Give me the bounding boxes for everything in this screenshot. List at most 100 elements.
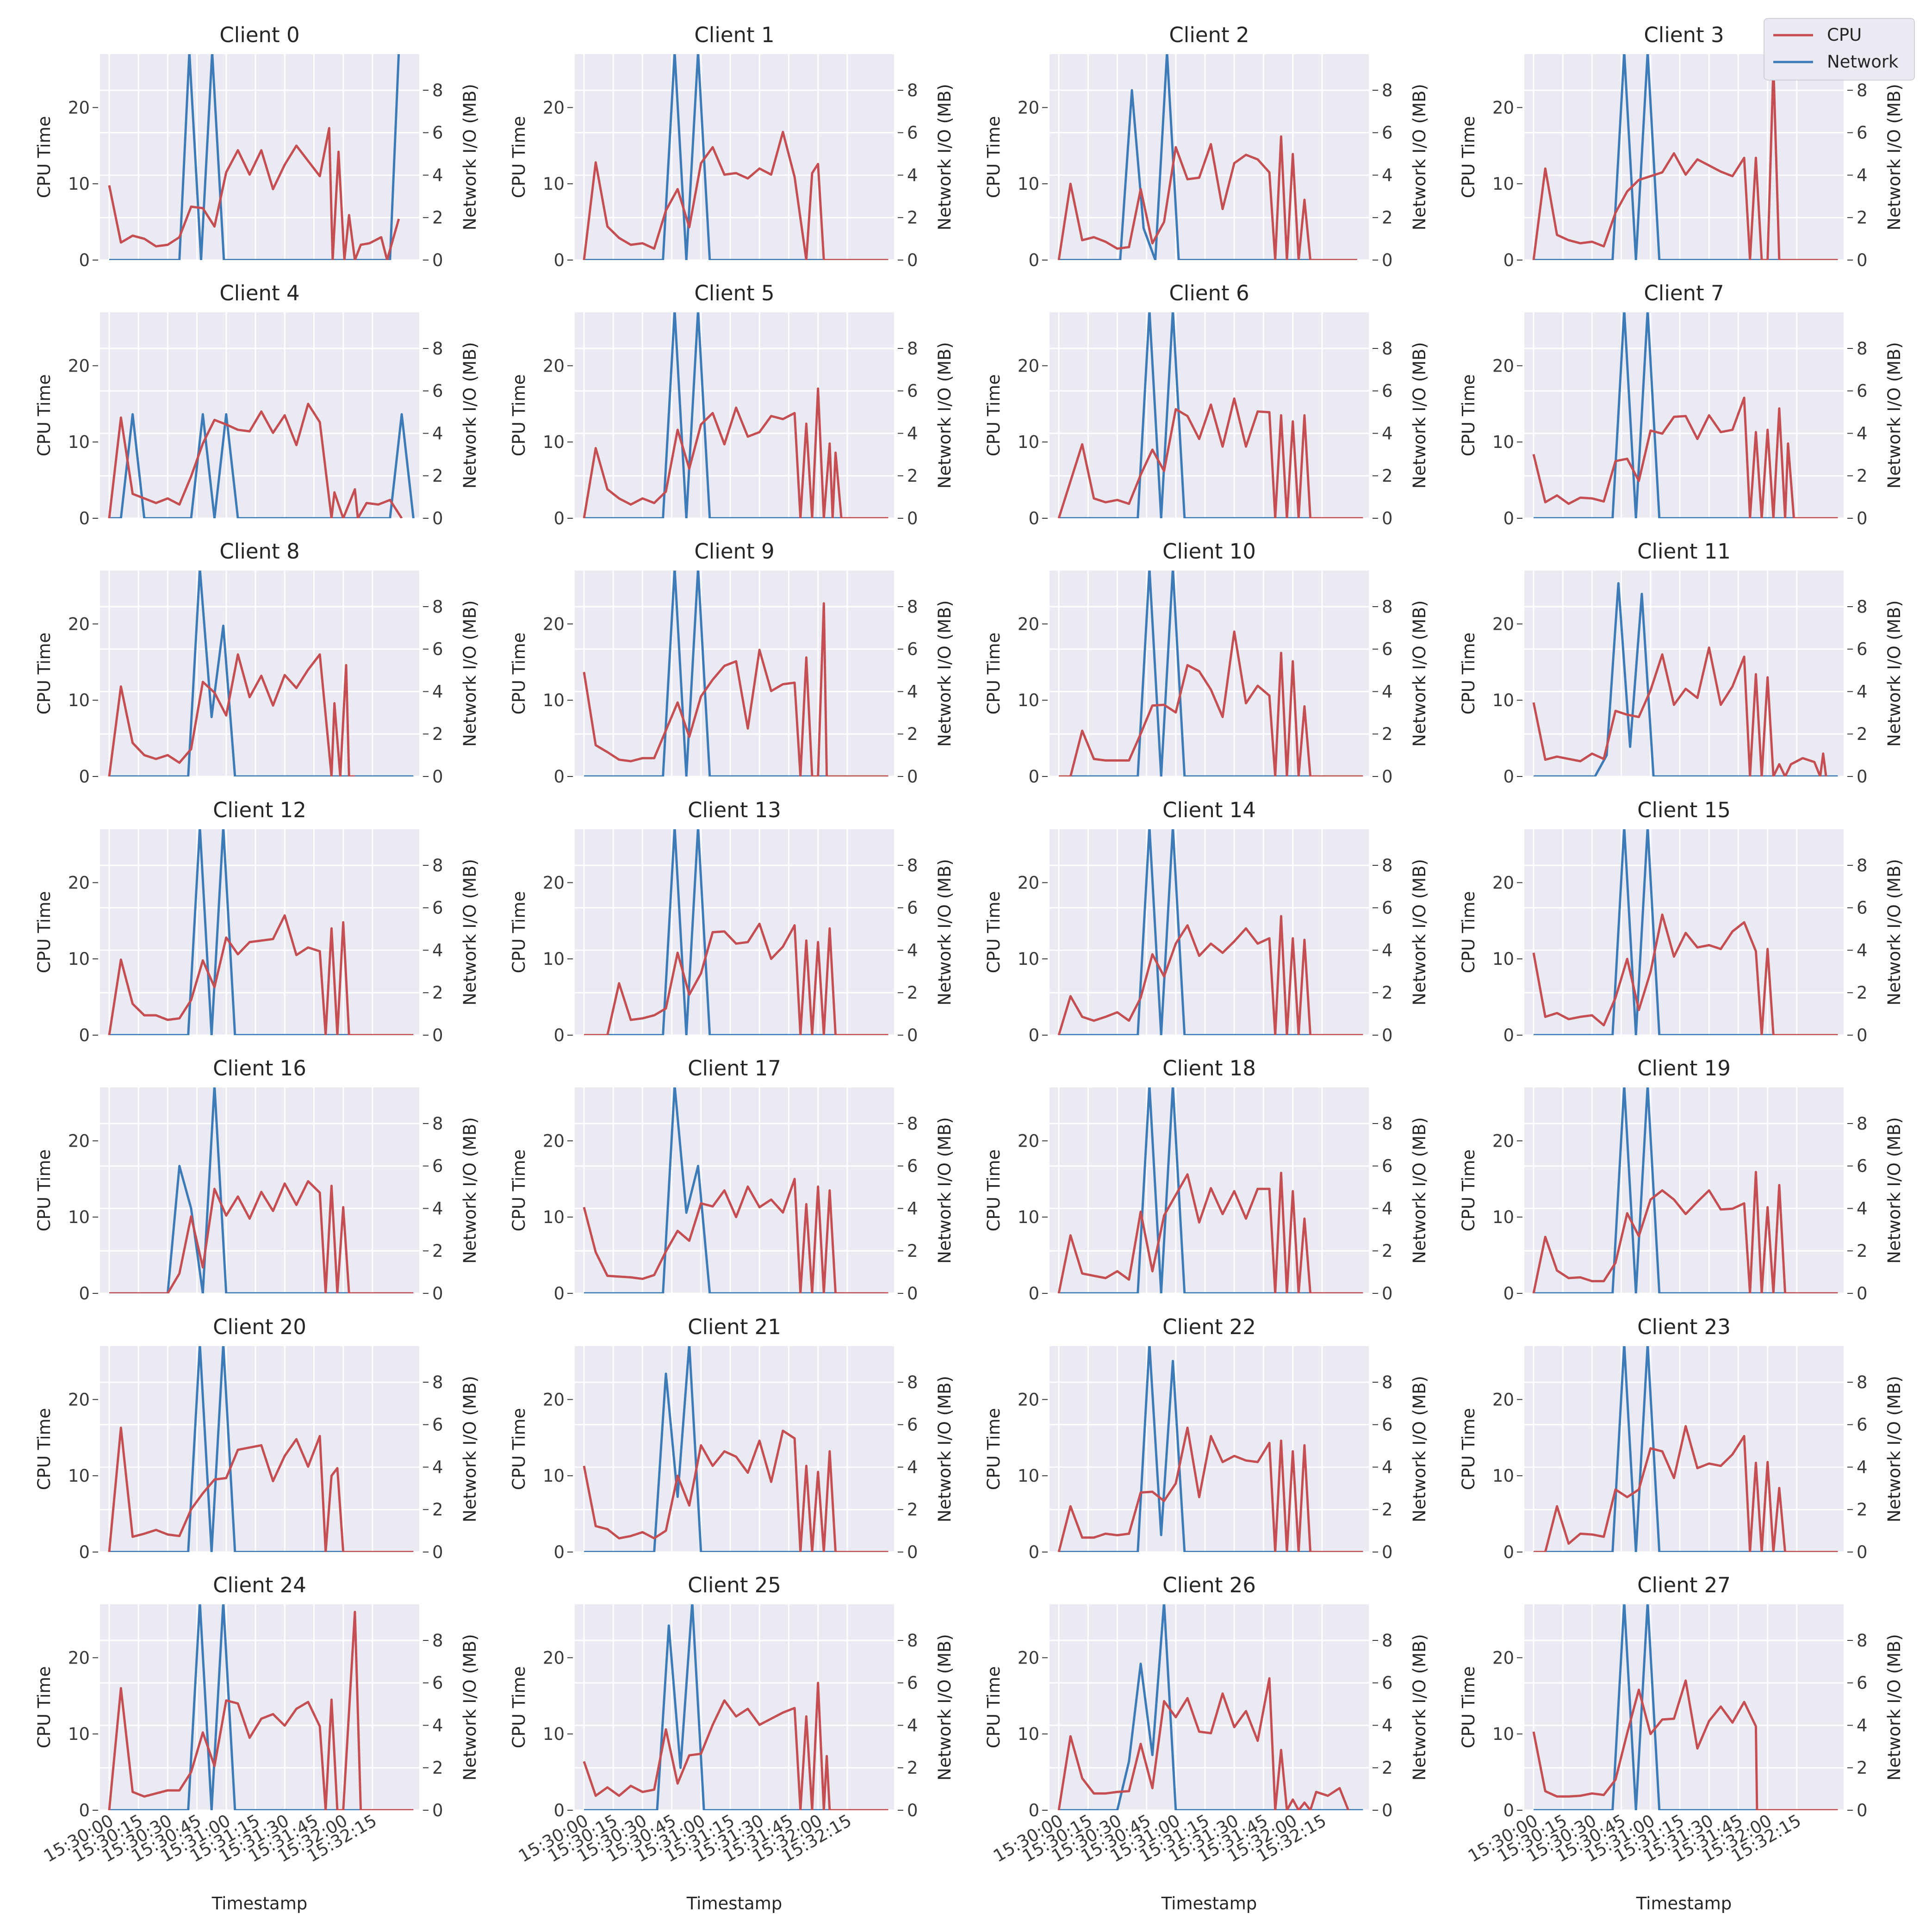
y-right-tick-label: 6 — [1382, 1156, 1393, 1176]
y-right-tick-label: 8 — [432, 856, 443, 876]
y-right-axis-label: Network I/O (MB) — [460, 600, 480, 747]
y-left-tick-label: 20 — [543, 1131, 565, 1151]
y-right-axis-label: Network I/O (MB) — [1410, 1376, 1429, 1522]
plot-area — [1524, 1087, 1844, 1293]
legend: CPU Network — [1764, 18, 1915, 81]
cpu-line — [583, 387, 888, 518]
y-right-tick-label: 6 — [432, 1415, 443, 1435]
y-right-tick-label: 0 — [1382, 1542, 1393, 1562]
y-left-axis-label: CPU Time — [34, 1408, 54, 1490]
y-right-tick-label: 8 — [432, 597, 443, 617]
y-left-tick-label: 0 — [553, 509, 565, 528]
y-right-tick-label: 0 — [907, 1542, 918, 1562]
plot-area — [100, 1346, 419, 1552]
y-right-tick-label: 8 — [1382, 597, 1393, 617]
panel-26: 0 10 20 0 2 4 6 8 CPU Time Network I/O (MB) Client… — [984, 1573, 1429, 1913]
y-right-tick-label: 6 — [1382, 381, 1393, 401]
y-left-tick-label: 20 — [1018, 614, 1039, 634]
y-right-axis-label: Network I/O (MB) — [460, 342, 480, 489]
y-left-axis-label: CPU Time — [984, 374, 1004, 457]
panel-title: Client 7 — [1644, 281, 1724, 305]
y-left-tick-label: 0 — [553, 250, 565, 270]
y-left-tick-label: 20 — [68, 1131, 90, 1151]
y-left-axis-label: CPU Time — [509, 633, 529, 715]
y-right-tick-label: 0 — [907, 767, 918, 787]
plot-area — [575, 829, 894, 1035]
y-left-tick-label: 20 — [1492, 98, 1514, 118]
cpu-line — [1057, 1426, 1363, 1552]
y-right-tick-label: 2 — [907, 1758, 918, 1778]
y-left-tick-label: 10 — [68, 1466, 90, 1486]
panel-title: Client 14 — [1162, 798, 1256, 822]
panel-6: 0 10 20 0 2 4 6 8 CPU Time Network I/O (MB) Client… — [984, 281, 1429, 528]
y-left-tick-label: 10 — [1018, 174, 1039, 194]
y-left-tick-label: 10 — [1018, 949, 1039, 969]
y-right-axis-label: Network I/O (MB) — [460, 1634, 480, 1781]
y-right-tick-label: 2 — [1382, 983, 1393, 1003]
y-right-tick-label: 2 — [432, 983, 443, 1003]
y-right-tick-label: 2 — [432, 724, 443, 744]
plot-area — [100, 829, 419, 1035]
y-right-tick-label: 8 — [907, 81, 918, 100]
y-left-tick-label: 10 — [1492, 1466, 1514, 1486]
y-right-axis-label: Network I/O (MB) — [460, 1376, 480, 1522]
y-right-tick-label: 6 — [907, 1415, 918, 1435]
y-left-tick-label: 0 — [79, 1542, 90, 1562]
panel-title: Client 27 — [1637, 1573, 1731, 1597]
y-right-axis-label: Network I/O (MB) — [935, 84, 955, 230]
y-left-tick-label: 10 — [543, 432, 565, 452]
y-right-tick-label: 0 — [1857, 509, 1868, 528]
y-left-tick-label: 0 — [553, 1542, 565, 1562]
panel-title: Client 4 — [219, 281, 299, 305]
y-left-axis-label: CPU Time — [984, 1666, 1004, 1749]
y-right-tick-label: 0 — [432, 1801, 443, 1820]
y-right-tick-label: 8 — [1857, 856, 1868, 876]
cpu-line — [1057, 135, 1357, 260]
panel-22: 0 10 20 0 2 4 6 8 CPU Time Network I/O (MB) Client… — [984, 1315, 1429, 1562]
y-left-tick-label: 20 — [543, 614, 565, 634]
y-right-tick-label: 4 — [1382, 1457, 1393, 1477]
y-left-axis-label: CPU Time — [1459, 633, 1479, 715]
y-left-axis-label: CPU Time — [34, 1666, 54, 1749]
y-left-tick-label: 20 — [543, 1648, 565, 1668]
y-left-axis-label: CPU Time — [1459, 374, 1479, 457]
panel-title: Client 13 — [688, 798, 781, 822]
y-left-axis-label: CPU Time — [1459, 1149, 1479, 1232]
panel-23: 0 10 20 0 2 4 6 8 CPU Time Network I/O (MB) Client… — [1459, 1315, 1904, 1562]
panel-17: 0 10 20 0 2 4 6 8 CPU Time Network I/O (MB) Client… — [509, 1056, 955, 1304]
y-right-tick-label: 8 — [432, 81, 443, 100]
y-left-axis-label: CPU Time — [509, 1408, 529, 1490]
panel-title: Client 26 — [1162, 1573, 1256, 1597]
cpu-line — [1532, 1171, 1838, 1293]
panel-title: Client 16 — [213, 1056, 306, 1080]
panel-title: Client 0 — [219, 23, 299, 47]
y-right-tick-label: 6 — [1857, 123, 1868, 143]
panel-7: 0 10 20 0 2 4 6 8 CPU Time Network I/O (MB) Client… — [1459, 281, 1904, 528]
y-right-tick-label: 4 — [1382, 940, 1393, 960]
y-right-tick-label: 2 — [1857, 1758, 1868, 1778]
y-right-tick-label: 8 — [1857, 1114, 1868, 1134]
y-right-tick-label: 6 — [907, 898, 918, 918]
y-left-tick-label: 0 — [1028, 1025, 1039, 1045]
y-right-tick-label: 6 — [1857, 898, 1868, 918]
y-right-tick-label: 0 — [907, 1801, 918, 1820]
y-right-axis-label: Network I/O (MB) — [460, 1117, 480, 1264]
y-left-tick-label: 20 — [1018, 1390, 1039, 1410]
panel-11: 0 10 20 0 2 4 6 8 CPU Time Network I/O (MB) Client… — [1459, 539, 1904, 787]
y-right-tick-label: 4 — [1382, 1715, 1393, 1735]
y-left-axis-label: CPU Time — [984, 891, 1004, 974]
plot-area — [100, 571, 419, 776]
y-left-tick-label: 10 — [543, 949, 565, 969]
y-right-tick-label: 4 — [432, 682, 443, 702]
y-right-tick-label: 0 — [907, 250, 918, 270]
panel-25: 0 10 20 0 2 4 6 8 CPU Time Network I/O (MB) Client… — [509, 1573, 955, 1913]
cpu-line — [584, 922, 888, 1035]
y-right-tick-label: 8 — [1382, 1114, 1393, 1134]
cpu-line — [1534, 1425, 1838, 1552]
y-left-tick-label: 0 — [1503, 250, 1514, 270]
y-left-tick-label: 20 — [543, 356, 565, 376]
y-right-tick-label: 6 — [1382, 640, 1393, 659]
cpu-line — [108, 127, 400, 260]
y-right-tick-label: 4 — [907, 682, 918, 702]
y-right-tick-label: 2 — [1382, 466, 1393, 486]
